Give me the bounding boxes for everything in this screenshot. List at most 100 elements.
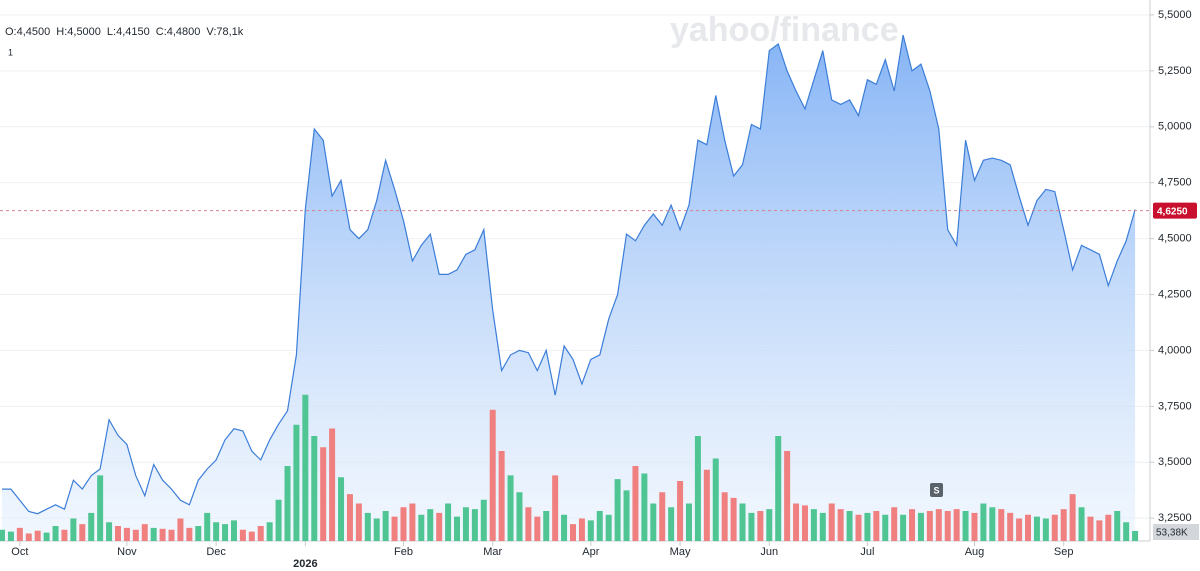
current-volume-box xyxy=(1153,524,1199,540)
x-tick-label: 2026 xyxy=(293,558,317,570)
volume-bar xyxy=(623,490,630,541)
x-tick-label: Jun xyxy=(760,546,778,558)
volume-bar xyxy=(123,527,130,541)
x-tick-label: Mar xyxy=(483,546,502,558)
volume-bar xyxy=(810,509,817,541)
event-marker[interactable]: S xyxy=(933,485,939,495)
volume-bar xyxy=(1114,511,1121,541)
volume-bar xyxy=(150,527,157,541)
volume-bar xyxy=(61,529,68,541)
volume-bar xyxy=(159,528,166,541)
volume-bar xyxy=(507,475,514,541)
volume-bar xyxy=(25,533,32,541)
volume-bar xyxy=(436,512,443,541)
interval-label[interactable]: 1 xyxy=(8,47,13,57)
volume-bar xyxy=(0,529,5,541)
volume-bar xyxy=(935,509,942,541)
volume-bar xyxy=(43,532,50,541)
volume-bar xyxy=(1105,514,1112,541)
volume-bar xyxy=(293,424,300,541)
y-tick-label: 5,2500 xyxy=(1158,65,1192,77)
volume-bar xyxy=(88,512,95,541)
ohlc-value: V:78,1k xyxy=(206,26,243,38)
volume-bar xyxy=(177,518,184,541)
volume-bar xyxy=(926,511,933,541)
volume-bar xyxy=(329,428,336,541)
volume-bar xyxy=(320,447,327,541)
x-tick-label: Aug xyxy=(965,546,985,558)
volume-bar xyxy=(186,527,193,541)
volume-bar xyxy=(230,520,237,541)
volume-bar xyxy=(650,503,657,541)
volume-bar xyxy=(596,511,603,541)
volume-bar xyxy=(1087,516,1094,541)
volume-bar xyxy=(418,514,425,541)
volume-bar xyxy=(498,451,505,541)
volume-bar xyxy=(891,507,898,541)
volume-bar xyxy=(873,511,880,541)
volume-bar xyxy=(552,475,559,541)
volume-bar xyxy=(462,507,469,541)
volume-bar xyxy=(828,503,835,541)
y-tick-label: 3,5000 xyxy=(1158,456,1192,468)
price-area xyxy=(2,35,1136,541)
volume-bar xyxy=(132,529,139,541)
volume-bar xyxy=(953,509,960,541)
ohlc-value: L:4,4150 xyxy=(107,26,150,38)
y-tick-label: 3,7500 xyxy=(1158,400,1192,412)
volume-bar xyxy=(266,522,273,541)
y-tick-label: 4,2500 xyxy=(1158,288,1192,300)
volume-bar xyxy=(917,512,924,541)
x-tick-label: Nov xyxy=(117,546,137,558)
current-price-box xyxy=(1153,202,1197,219)
volume-bar xyxy=(748,512,755,541)
volume-bar xyxy=(106,522,113,541)
volume-bar xyxy=(275,499,282,541)
volume-bar xyxy=(1132,530,1139,541)
volume-bar xyxy=(909,509,916,541)
volume-bar xyxy=(846,511,853,541)
volume-bar xyxy=(1060,509,1067,541)
volume-bar xyxy=(1033,516,1040,541)
volume-bar xyxy=(257,526,264,541)
volume-bar xyxy=(346,494,353,541)
volume-bar xyxy=(97,475,104,541)
y-tick-label: 5,5000 xyxy=(1158,9,1192,21)
volume-bar xyxy=(52,526,59,541)
volume-bar xyxy=(962,511,969,541)
volume-bar xyxy=(168,529,175,541)
volume-bar xyxy=(1096,520,1103,541)
volume-bar xyxy=(204,512,211,541)
ohlc-value: H:4,5000 xyxy=(56,26,101,38)
volume-bar xyxy=(694,436,701,541)
volume-bar xyxy=(793,503,800,541)
volume-bar xyxy=(427,509,434,541)
volume-bar xyxy=(578,518,585,541)
volume-bar xyxy=(248,531,255,541)
volume-bar xyxy=(543,511,550,541)
volume-bar xyxy=(16,527,23,541)
ohlc-value: O:4,4500 xyxy=(5,26,50,38)
volume-bar xyxy=(70,518,77,541)
volume-bar xyxy=(980,503,987,541)
volume-bar xyxy=(605,514,612,541)
volume-bar xyxy=(400,507,407,541)
volume-bar xyxy=(801,505,808,541)
volume-bar xyxy=(1123,522,1130,541)
volume-bar xyxy=(739,503,746,541)
volume-bar xyxy=(1025,514,1032,541)
volume-bar xyxy=(864,512,871,541)
volume-bar xyxy=(114,526,121,541)
y-tick-label: 3,2500 xyxy=(1158,512,1192,524)
volume-bar xyxy=(1016,518,1023,541)
volume-bar xyxy=(1051,514,1058,541)
volume-bar xyxy=(516,492,523,541)
volume-bar xyxy=(882,514,889,541)
volume-bar xyxy=(471,509,478,541)
volume-bar xyxy=(391,516,398,541)
volume-bar xyxy=(587,520,594,541)
x-tick-label: Oct xyxy=(11,546,28,558)
volume-bar xyxy=(373,518,380,541)
volume-bar xyxy=(454,516,461,541)
